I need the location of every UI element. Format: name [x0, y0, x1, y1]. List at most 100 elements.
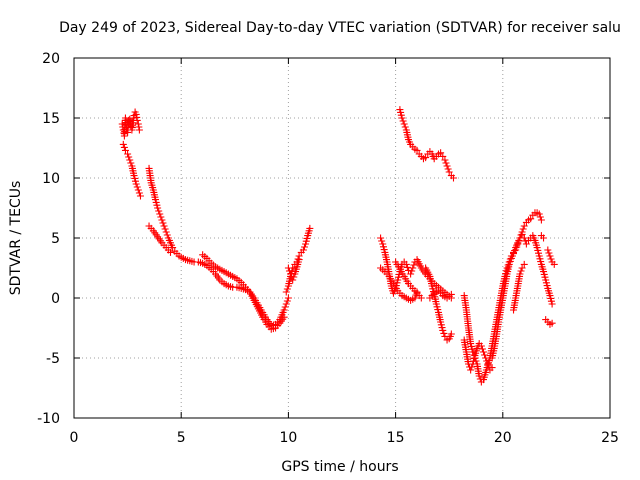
data-point: [537, 216, 545, 224]
data-point: [468, 363, 476, 371]
grid: [74, 58, 610, 418]
y-tick-label: 10: [42, 171, 60, 187]
data-segment: [396, 106, 457, 182]
data-point: [300, 243, 308, 251]
data-point: [127, 159, 135, 167]
data-point: [135, 126, 143, 134]
data-point: [518, 228, 526, 236]
data-point: [408, 267, 416, 275]
data-point: [518, 264, 526, 272]
data-point: [536, 213, 544, 221]
data-point: [522, 240, 530, 248]
data-point: [441, 156, 449, 164]
x-tick-label: 15: [387, 430, 405, 446]
data-point: [521, 237, 529, 245]
data-point: [447, 330, 455, 338]
data-point: [124, 150, 132, 158]
x-tick-label: 0: [70, 430, 79, 446]
y-tick-label: -10: [37, 411, 60, 427]
data-segment: [145, 222, 174, 256]
data-segment: [426, 287, 455, 302]
data-point: [413, 146, 421, 154]
data-point: [548, 319, 556, 327]
axis-ticks: 0 5 10 15 20 25 -10 -5 0 5 10 15 20: [37, 51, 619, 446]
data-point: [156, 210, 164, 218]
data-segment: [119, 140, 144, 200]
data-point: [284, 294, 292, 302]
y-tick-label: 5: [51, 231, 60, 247]
data-point: [422, 154, 430, 162]
data-point: [126, 156, 134, 164]
data-point: [488, 364, 496, 372]
data-point: [485, 363, 493, 371]
data-point: [285, 267, 293, 275]
data-point: [157, 213, 165, 221]
data-point: [159, 219, 167, 227]
data-point: [160, 222, 168, 230]
data-point: [442, 159, 450, 167]
data-point: [299, 246, 307, 254]
data-point: [417, 294, 425, 302]
x-tick-label: 5: [177, 430, 186, 446]
data-point: [506, 257, 514, 265]
data-point: [409, 264, 417, 272]
chart-title: Day 249 of 2023, Sidereal Day-to-day VTE…: [59, 20, 621, 36]
data-point: [121, 146, 129, 154]
data-point: [445, 168, 453, 176]
data-segment: [520, 232, 556, 308]
data-point: [550, 260, 558, 268]
data-point: [283, 297, 291, 305]
data-point: [548, 300, 556, 308]
x-tick-label: 25: [601, 430, 619, 446]
data-point: [516, 270, 524, 278]
data-point: [410, 261, 418, 269]
data-point: [398, 114, 406, 122]
data-point: [158, 216, 166, 224]
data-point: [483, 357, 491, 365]
data-point: [510, 250, 518, 258]
data-point: [440, 329, 448, 337]
data-segment: [246, 288, 288, 333]
data-point: [289, 276, 297, 284]
data-point: [378, 237, 386, 245]
data-point: [119, 140, 127, 148]
data-point: [447, 290, 455, 298]
data-point: [281, 303, 289, 311]
data-point: [135, 189, 143, 197]
data-point: [162, 228, 170, 236]
data-point: [477, 342, 485, 350]
data-point: [478, 345, 486, 353]
data-point: [404, 266, 412, 274]
x-tick-label: 20: [494, 430, 512, 446]
data-point: [527, 215, 535, 223]
y-tick-label: 15: [42, 111, 60, 127]
data-point: [283, 285, 291, 293]
data-point: [134, 186, 142, 194]
data-point: [444, 165, 452, 173]
data-point: [155, 207, 163, 215]
data-point: [520, 260, 528, 268]
data-point: [411, 294, 419, 302]
data-point: [290, 273, 298, 281]
data-point: [439, 326, 447, 334]
data-point: [377, 234, 385, 242]
data-point: [400, 120, 408, 128]
data-point: [475, 372, 483, 380]
data-point: [545, 249, 553, 257]
data-point: [403, 263, 411, 271]
data-point: [517, 231, 525, 239]
data-point: [399, 117, 407, 125]
data-point: [125, 153, 133, 161]
data-point: [154, 204, 162, 212]
data-segment: [392, 258, 425, 302]
data-point: [481, 351, 489, 359]
data-point: [540, 234, 548, 242]
data-segment: [544, 246, 558, 268]
data-point: [120, 143, 128, 151]
data-point: [484, 360, 492, 368]
data-point: [546, 252, 554, 260]
y-axis-label: SDTVAR / TECUs: [8, 181, 24, 296]
data-point: [163, 231, 171, 239]
data-point: [480, 348, 488, 356]
